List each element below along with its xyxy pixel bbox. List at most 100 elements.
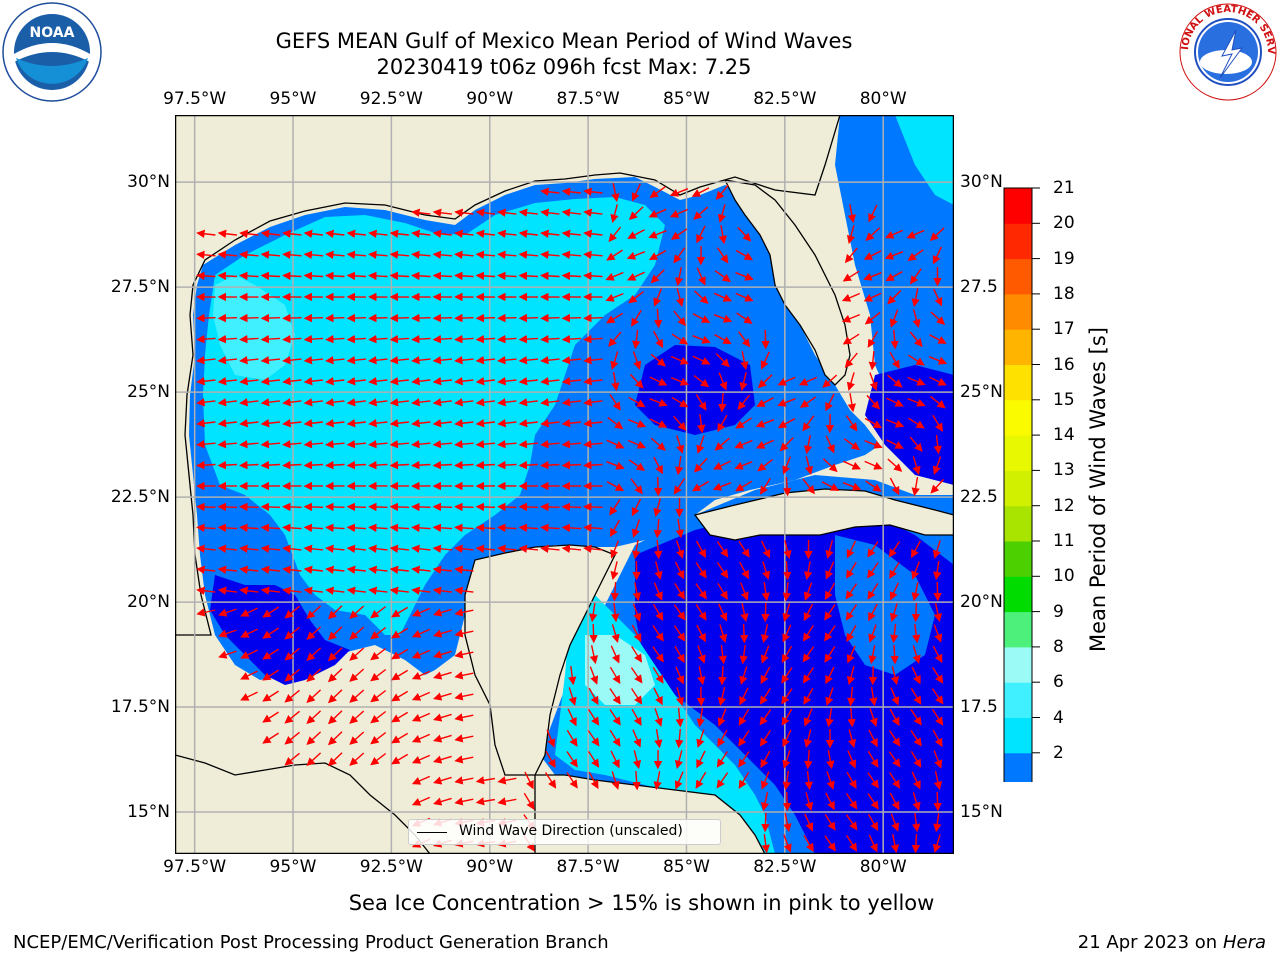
wind-arrow xyxy=(909,331,923,348)
wind-arrow xyxy=(846,624,857,643)
wind-arrow xyxy=(864,417,883,429)
wind-arrow xyxy=(411,313,431,323)
wind-arrow xyxy=(691,480,710,492)
wind-arrow xyxy=(561,502,582,512)
wind-arrow xyxy=(411,544,431,553)
wind-arrow xyxy=(931,688,944,705)
wind-arrow xyxy=(454,713,474,722)
wind-arrow xyxy=(368,356,388,365)
wind-arrow xyxy=(889,477,900,496)
wind-arrow xyxy=(670,228,688,240)
wind-arrow xyxy=(433,692,452,701)
wind-arrow xyxy=(540,502,560,512)
wind-arrow xyxy=(262,648,279,660)
wind-arrow xyxy=(561,377,581,386)
wind-arrow xyxy=(697,414,706,434)
wind-arrow xyxy=(627,229,645,239)
wind-arrow xyxy=(842,333,860,345)
wind-arrow xyxy=(497,313,517,323)
wind-arrow xyxy=(911,582,920,602)
lat-tick-left: 17.5°N xyxy=(110,697,170,718)
wind-arrow xyxy=(284,689,300,703)
wind-arrow xyxy=(933,560,942,581)
wind-arrow xyxy=(389,398,409,407)
wind-arrow xyxy=(885,229,903,239)
wind-arrow xyxy=(671,396,689,408)
wind-arrow xyxy=(842,482,862,491)
wind-arrow xyxy=(239,377,259,386)
wind-arrow xyxy=(561,271,582,281)
wind-arrow xyxy=(239,544,259,553)
wind-arrow xyxy=(738,771,750,789)
wind-arrow xyxy=(910,750,922,768)
wind-arrow xyxy=(475,797,496,806)
wind-arrow xyxy=(217,565,237,574)
wind-arrow xyxy=(930,478,945,494)
wind-arrow xyxy=(716,751,728,768)
wind-arrow xyxy=(696,435,705,454)
colorbar-tick-label: 6 xyxy=(1053,672,1064,693)
colorbar-tick-label: 12 xyxy=(1053,495,1075,516)
wind-arrow xyxy=(262,690,279,702)
wind-arrow xyxy=(912,813,921,833)
wind-arrow xyxy=(715,184,729,200)
wind-arrow xyxy=(890,624,899,644)
wind-arrow xyxy=(568,687,577,706)
caribbean-mid xyxy=(835,535,935,675)
wind-arrow xyxy=(717,687,727,707)
colorbar-segment xyxy=(1004,258,1032,295)
gulf-cyan xyxy=(203,197,665,635)
wind-arrow xyxy=(239,250,259,260)
wind-arrow xyxy=(889,582,899,601)
wind-arrow xyxy=(889,772,901,789)
wind-arrow xyxy=(611,183,620,203)
wind-arrow xyxy=(306,647,322,662)
wind-arrow xyxy=(670,355,690,365)
wind-arrow xyxy=(368,419,388,428)
wind-arrow xyxy=(454,650,474,659)
wind-arrow xyxy=(389,439,410,449)
wind-arrow xyxy=(433,776,452,785)
wind-arrow xyxy=(653,687,663,706)
wind-arrow xyxy=(739,687,749,706)
wind-arrow xyxy=(804,813,814,832)
wind-arrow xyxy=(933,581,942,602)
wind-arrow xyxy=(196,523,216,533)
wind-arrow xyxy=(911,288,920,308)
wind-arrow xyxy=(368,398,388,407)
wind-arrow xyxy=(695,771,707,789)
wind-arrow xyxy=(389,334,410,344)
wind-arrow xyxy=(847,686,856,707)
wind-arrow xyxy=(841,292,861,302)
us-gulf-coast-land xyxy=(175,115,841,636)
wind-arrow xyxy=(610,581,620,602)
wind-arrow xyxy=(716,541,729,558)
wind-arrow xyxy=(497,460,517,470)
wind-arrow xyxy=(610,351,619,370)
wind-arrow xyxy=(218,650,237,659)
wind-arrow xyxy=(782,791,792,812)
wind-arrow xyxy=(475,334,496,344)
colorbar-segment xyxy=(1004,576,1032,613)
wind-arrow xyxy=(518,208,538,217)
wind-arrow xyxy=(540,419,560,428)
wind-arrow xyxy=(540,334,560,344)
wind-arrow xyxy=(845,793,858,810)
wind-arrow xyxy=(260,586,280,595)
colorbar-segment xyxy=(1004,682,1032,718)
wind-arrow xyxy=(845,604,858,621)
wind-arrow xyxy=(606,312,624,324)
wind-arrow xyxy=(583,208,603,217)
wind-arrow xyxy=(933,603,943,623)
wind-arrow xyxy=(890,329,899,350)
wind-arrow xyxy=(411,712,431,722)
wind-arrow xyxy=(389,356,410,365)
wind-arrow xyxy=(588,771,599,790)
wind-arrow xyxy=(475,377,495,386)
wind-arrow xyxy=(738,751,750,768)
wind-arrow xyxy=(389,377,409,386)
wind-arrow xyxy=(389,271,410,281)
wind-arrow xyxy=(760,750,771,769)
wind-arrow xyxy=(822,374,838,388)
wind-arrow xyxy=(589,623,598,644)
